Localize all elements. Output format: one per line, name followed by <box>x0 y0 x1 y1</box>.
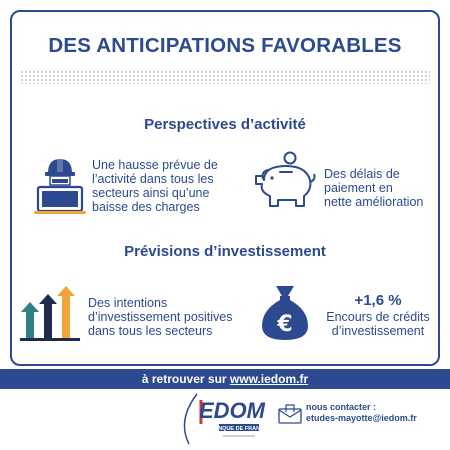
activity-section-title: Perspectives d’activité <box>144 116 306 133</box>
svg-text:€: € <box>276 312 292 337</box>
svg-text:EDOM: EDOM <box>199 398 266 423</box>
footer-prefix: à retrouver sur <box>141 372 227 386</box>
rising-arrows-icon <box>20 286 80 341</box>
activity-item2-text: Des délais de paiement en nette améliora… <box>324 167 424 209</box>
footer-bar: à retrouver sur www.iedom.fr <box>0 369 450 389</box>
investment-item1-text: Des intentions d’investissement positive… <box>88 296 233 338</box>
website-link[interactable]: www.iedom.fr <box>229 372 309 386</box>
piggy-bank-icon <box>255 151 316 207</box>
infographic-card: DES ANTICIPATIONS FAVORABLES Perspective… <box>10 10 440 366</box>
contact-block: nous contacter : etudes-mayotte@iedom.fr <box>306 402 417 424</box>
contact-email[interactable]: etudes-mayotte@iedom.fr <box>306 413 417 423</box>
main-title: DES ANTICIPATIONS FAVORABLES <box>48 34 402 57</box>
iedom-logo: EDOM BANQUE DE FRANCE <box>183 393 268 445</box>
worker-laptop-icon <box>34 159 86 214</box>
contact-label: nous contacter : <box>306 402 377 412</box>
activity-item1-text: Une hausse prévue de l’activité dans tou… <box>92 158 218 214</box>
envelope-icon <box>278 404 302 424</box>
dotted-divider <box>20 70 430 84</box>
investment-item2-text: +1,6 % Encours de crédits d’investisseme… <box>324 292 432 338</box>
investment-section-title: Prévisions d’investissement <box>124 243 326 260</box>
investment-value: +1,6 % <box>354 292 402 309</box>
euro-money-bag-icon: € <box>262 286 308 340</box>
svg-text:BANQUE DE FRANCE: BANQUE DE FRANCE <box>210 426 268 432</box>
